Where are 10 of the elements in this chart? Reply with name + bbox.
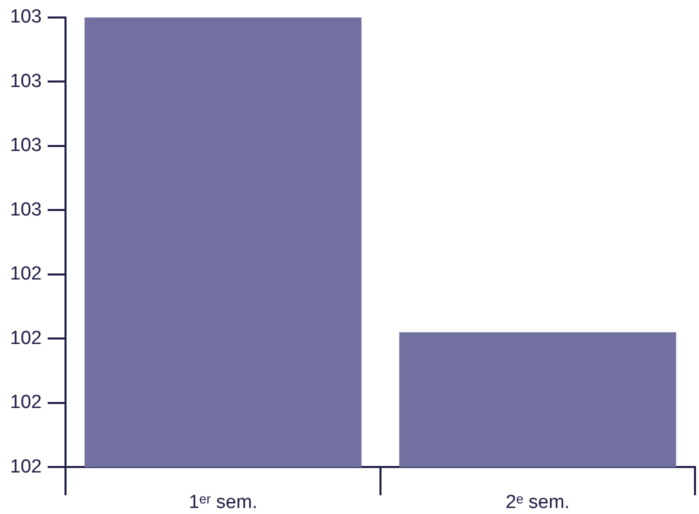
y-tick-label: 102: [10, 328, 42, 349]
y-tick-label: 103: [10, 6, 42, 28]
y-tick-label: 102: [10, 264, 42, 285]
y-tick-label: 102: [10, 456, 42, 478]
y-tick-label: 103: [10, 199, 42, 220]
y-tick-label: 102: [10, 392, 42, 414]
y-tick-label: 103: [10, 70, 42, 92]
y-tick-label: 103: [10, 135, 42, 156]
x-tick-label: 1ᵉʳ sem.: [188, 492, 258, 513]
x-tick-label: 2ᵉ sem.: [506, 492, 570, 513]
